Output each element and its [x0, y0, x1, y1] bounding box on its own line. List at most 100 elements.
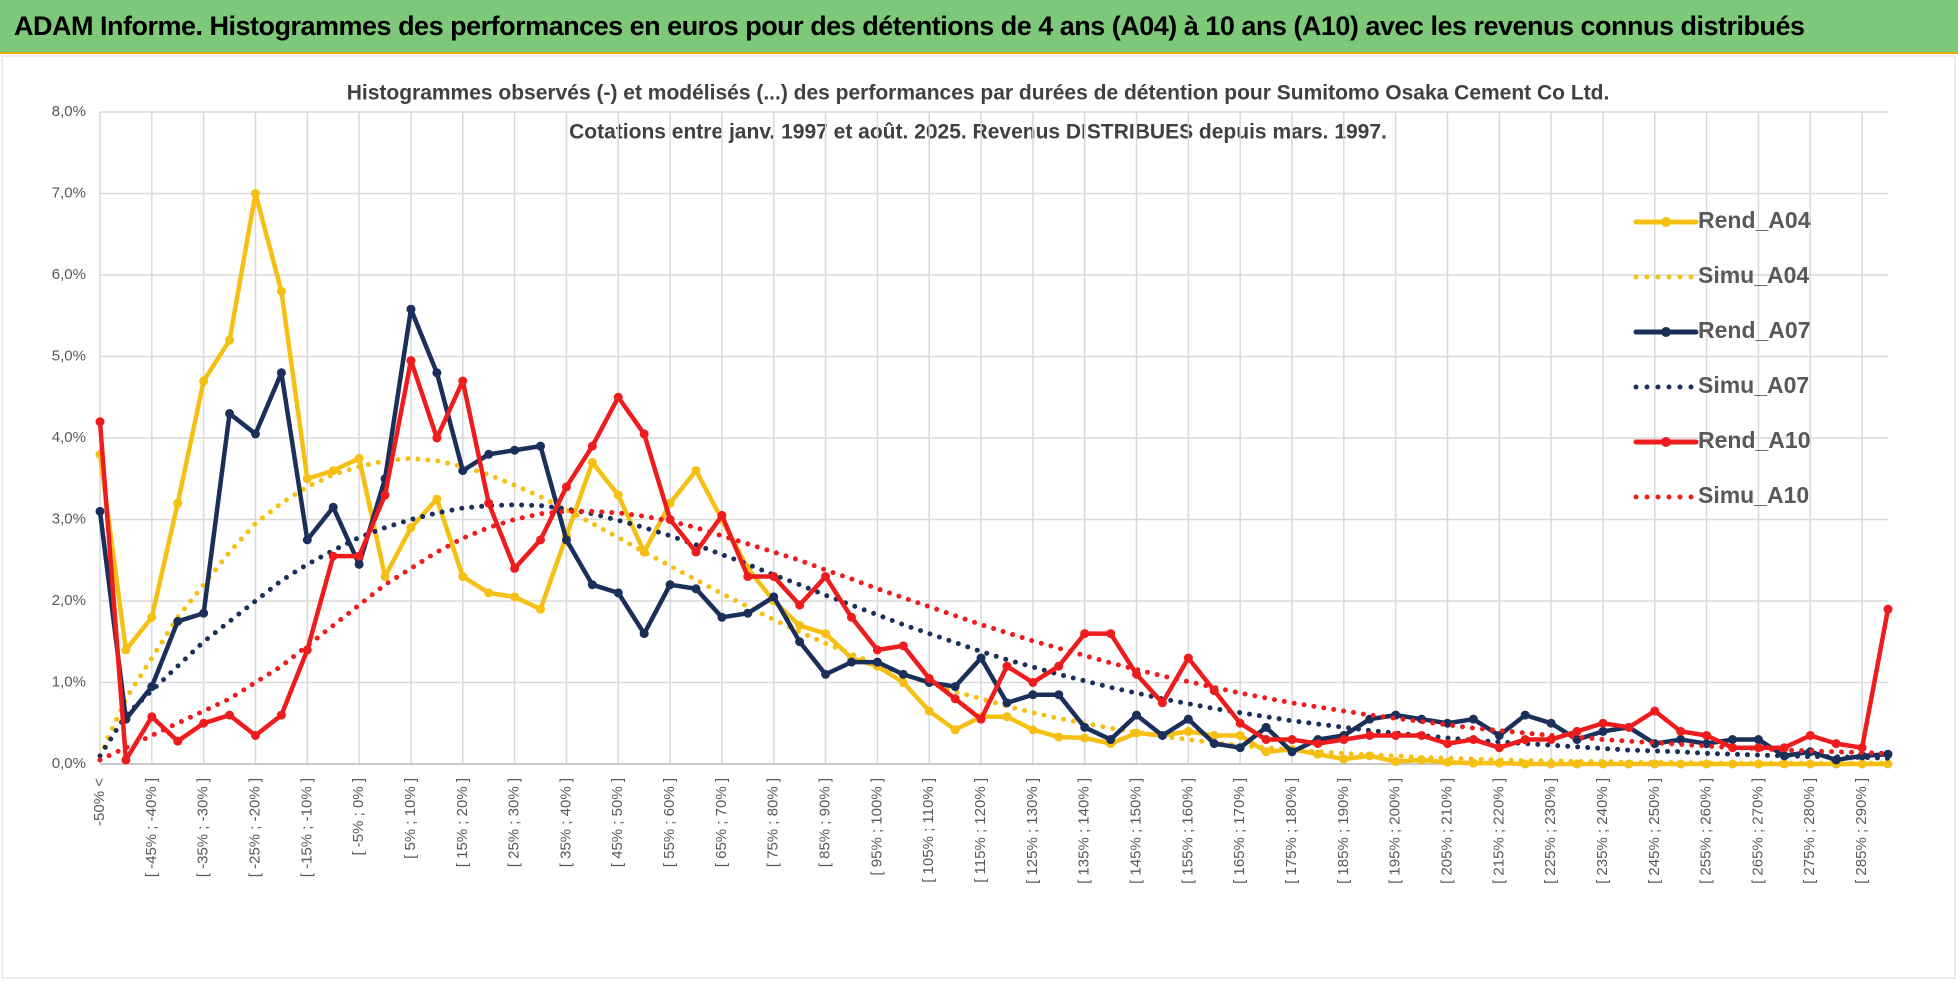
- point: [510, 563, 520, 573]
- point: [872, 657, 882, 667]
- point: [1235, 743, 1245, 753]
- point: [1468, 735, 1478, 745]
- point: [1054, 690, 1064, 700]
- point: [147, 682, 157, 692]
- point: [1572, 735, 1582, 745]
- point: [1183, 714, 1193, 724]
- point: [795, 620, 805, 630]
- point: [769, 592, 779, 602]
- point: [1132, 710, 1142, 720]
- point: [691, 547, 701, 557]
- point: [639, 429, 649, 439]
- point: [1106, 735, 1116, 745]
- x-tick-label: [ 265% ; 270% ]: [1749, 778, 1766, 884]
- y-tick-label: 4,0%: [52, 429, 86, 446]
- point: [328, 502, 338, 512]
- point: [587, 457, 597, 467]
- x-tick-label: [ 235% ; 240% ]: [1594, 778, 1611, 884]
- point: [743, 608, 753, 618]
- point: [561, 482, 571, 492]
- point: [147, 612, 157, 622]
- point: [121, 645, 131, 655]
- point: [872, 645, 882, 655]
- point: [769, 572, 779, 582]
- point: [1624, 722, 1634, 732]
- point: [484, 498, 494, 508]
- point: [1857, 743, 1867, 753]
- point: [613, 392, 623, 402]
- point: [173, 736, 183, 746]
- point: [1080, 733, 1090, 743]
- point: [1494, 743, 1504, 753]
- point: [1391, 730, 1401, 740]
- point: [1235, 718, 1245, 728]
- point: [846, 612, 856, 622]
- point: [1157, 730, 1167, 740]
- x-tick-label: [ 85% ; 90% ]: [817, 778, 834, 867]
- point: [976, 653, 986, 663]
- point: [95, 417, 105, 427]
- point: [1702, 739, 1712, 749]
- y-tick-label: 2,0%: [52, 592, 86, 609]
- point: [1209, 739, 1219, 749]
- point: [1339, 754, 1349, 764]
- point: [406, 356, 416, 366]
- point: [691, 584, 701, 594]
- point: [121, 755, 131, 765]
- point: [276, 710, 286, 720]
- point: [1080, 722, 1090, 732]
- point: [302, 645, 312, 655]
- series-line: [97, 191, 1891, 767]
- point: [380, 572, 390, 582]
- x-tick-label: [ 275% ; 280% ]: [1801, 778, 1818, 884]
- point: [432, 368, 442, 378]
- y-tick-label: 8,0%: [52, 103, 86, 120]
- y-tick-label: 7,0%: [52, 184, 86, 201]
- x-tick-label: [ 45% ; 50% ]: [609, 778, 626, 867]
- legend-label: Simu_A10: [1698, 482, 1809, 508]
- banner: ADAM Informe. Histogrammes des performan…: [0, 0, 1958, 54]
- x-tick-label: [ 35% ; 40% ]: [557, 778, 574, 867]
- point: [1753, 735, 1763, 745]
- x-tick-label: [ 185% ; 190% ]: [1335, 778, 1352, 884]
- point: [250, 730, 260, 740]
- chart-frame: [1, 55, 1956, 979]
- point: [432, 494, 442, 504]
- point: [225, 409, 235, 419]
- point: [328, 466, 338, 476]
- x-tick-label: [ 15% ; 20% ]: [454, 778, 471, 867]
- point: [1520, 710, 1530, 720]
- point: [613, 490, 623, 500]
- point: [1235, 730, 1245, 740]
- x-tick-label: [ 5% ; 10% ]: [402, 778, 419, 859]
- point: [1365, 730, 1375, 740]
- x-tick-label: [ 135% ; 140% ]: [1076, 778, 1093, 884]
- y-tick-label: 5,0%: [52, 347, 86, 364]
- point: [536, 441, 546, 451]
- point: [587, 580, 597, 590]
- x-tick-label: [ 225% ; 230% ]: [1542, 778, 1559, 884]
- x-tick-label: [ 175% ; 180% ]: [1283, 778, 1300, 884]
- point: [250, 429, 260, 439]
- x-tick-label: [ 285% ; 290% ]: [1853, 778, 1870, 884]
- point: [665, 580, 675, 590]
- x-tick-label: [ 145% ; 150% ]: [1127, 778, 1144, 884]
- point: [561, 535, 571, 545]
- point: [1106, 629, 1116, 639]
- point: [1598, 726, 1608, 736]
- point: [1676, 735, 1686, 745]
- point: [924, 706, 934, 716]
- point: [1468, 714, 1478, 724]
- point: [536, 535, 546, 545]
- point: [302, 535, 312, 545]
- point: [1183, 726, 1193, 736]
- point: [276, 368, 286, 378]
- legend-label: Rend_A07: [1698, 317, 1810, 343]
- point: [199, 608, 209, 618]
- x-tick-label: [ 255% ; 260% ]: [1698, 778, 1715, 884]
- series-line: [97, 358, 1891, 763]
- x-tick-label: [ 165% ; 170% ]: [1231, 778, 1248, 884]
- point: [1650, 706, 1660, 716]
- point: [225, 335, 235, 345]
